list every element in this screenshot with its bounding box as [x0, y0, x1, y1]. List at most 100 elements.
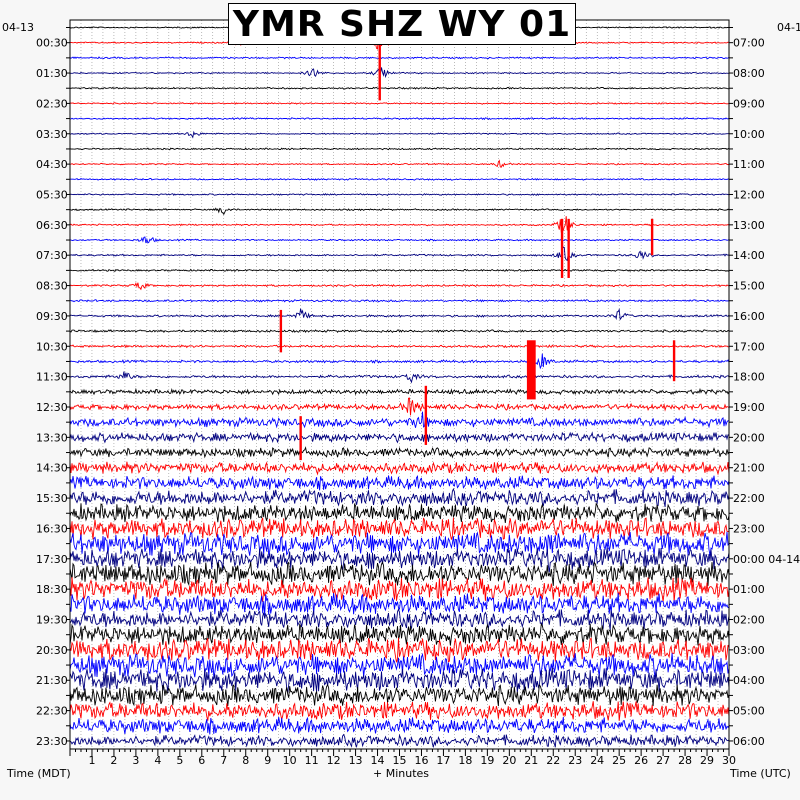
right-axis-label: Time (UTC) [730, 767, 791, 780]
x-tick-label: 28 [678, 754, 692, 767]
x-tick-label: 10 [283, 754, 297, 767]
left-time-label: 04:30 [36, 158, 68, 171]
left-time-label: 10:30 [36, 340, 68, 353]
x-tick-label: 12 [327, 754, 341, 767]
left-time-label: 11:30 [36, 371, 68, 384]
x-tick-label: 25 [612, 754, 626, 767]
right-time-label: 02:00 [733, 614, 765, 627]
chart-title: YMR SHZ WY 01 [228, 3, 576, 45]
x-tick-label: 27 [656, 754, 670, 767]
trace-row-21 [69, 344, 730, 349]
trace-row-17 [69, 281, 730, 291]
trace-row-44 [69, 683, 730, 707]
left-time-label: 00:30 [36, 37, 68, 50]
trace-row-41 [69, 637, 730, 663]
trace-row-40 [69, 622, 730, 646]
trace-row-6 [69, 117, 730, 121]
left-time-label: 13:30 [36, 431, 68, 444]
plot-area [70, 20, 729, 749]
trace-row-33 [69, 517, 730, 540]
trace-row-28 [69, 446, 730, 459]
left-time-label: 03:30 [36, 128, 68, 141]
left-time-label: 15:30 [36, 492, 68, 505]
trace-row-47 [69, 733, 730, 749]
right-time-label: 12:00 [733, 188, 765, 201]
left-axis-label: Time (MDT) [7, 767, 71, 780]
trace-row-16 [69, 268, 730, 273]
x-tick-label: 14 [371, 754, 385, 767]
trace-row-20 [69, 329, 730, 334]
left-time-label: 20:30 [36, 644, 68, 657]
left-time-label: 19:30 [36, 614, 68, 627]
right-time-label: 19:00 [733, 401, 765, 414]
right-time-label: 22:00 [733, 492, 765, 505]
x-tick-label: 3 [132, 754, 139, 767]
left-time-label: 09:30 [36, 310, 68, 323]
left-time-label: 05:30 [36, 188, 68, 201]
right-time-label: 10:00 [733, 128, 765, 141]
right-time-label: 15:00 [733, 280, 765, 293]
x-tick-label: 21 [524, 754, 538, 767]
x-axis-label: + Minutes [373, 767, 430, 780]
right-time-label: 01:00 [733, 583, 765, 596]
trace-row-36 [69, 561, 730, 587]
x-tick-label: 6 [198, 754, 205, 767]
trace-row-4 [69, 86, 730, 90]
trace-row-31 [69, 487, 730, 508]
trace-row-29 [69, 460, 730, 476]
trace-row-23 [69, 371, 730, 384]
trace-row-15 [70, 246, 730, 261]
right-time-label: 07:00 [733, 37, 765, 50]
trace-row-7 [69, 130, 730, 139]
x-tick-label: 7 [220, 754, 227, 767]
trace-row-19 [69, 307, 730, 321]
trace-row-45 [69, 701, 730, 721]
x-tick-label: 30 [722, 754, 736, 767]
right-time-label: 17:00 [733, 340, 765, 353]
trace-row-38 [69, 593, 730, 616]
right-time-label: 20:00 [733, 431, 765, 444]
x-tick-label: 5 [176, 754, 183, 767]
left-time-label: 08:30 [36, 280, 68, 293]
x-tick-label: 29 [700, 754, 714, 767]
x-tick-label: 8 [242, 754, 249, 767]
x-tick-label: 24 [590, 754, 604, 767]
x-tick-label: 9 [264, 754, 271, 767]
trace-row-39 [69, 607, 730, 630]
right-time-label: 06:00 [733, 735, 765, 748]
left-time-label: 18:30 [36, 583, 68, 596]
right-time-label: 23:00 [733, 522, 765, 535]
left-time-label: 22:30 [36, 705, 68, 718]
right-time-label: 08:00 [733, 67, 765, 80]
trace-row-14 [69, 236, 730, 244]
right-time-label: 14:00 [733, 249, 765, 262]
left-time-label: 16:30 [36, 522, 68, 535]
trace-row-30 [69, 475, 730, 491]
trace-row-42 [69, 652, 730, 678]
trace-row-34 [69, 531, 730, 556]
right-time-label: 09:00 [733, 97, 765, 110]
trace-row-27 [69, 431, 730, 444]
right-date-label: 04-1 [777, 21, 800, 34]
left-time-label: 14:30 [36, 462, 68, 475]
right-time-label: 21:00 [733, 462, 765, 475]
x-tick-label: 1 [88, 754, 95, 767]
right-time-label: 13:00 [733, 219, 765, 232]
left-time-label: 12:30 [36, 401, 68, 414]
trace-row-24 [69, 387, 730, 396]
trace-row-3 [69, 67, 730, 79]
trace-row-13 [69, 216, 730, 233]
left-time-label: 23:30 [36, 735, 68, 748]
right-time-label: 04:00 [733, 674, 765, 687]
left-time-label: 07:30 [36, 249, 68, 262]
x-tick-label: 13 [349, 754, 363, 767]
trace-row-8 [69, 147, 730, 151]
trace-row-22 [69, 353, 730, 370]
left-time-label: 01:30 [36, 67, 68, 80]
trace-row-46 [69, 716, 730, 735]
right-time-label: 05:00 [733, 705, 765, 718]
right-time-label: 18:00 [733, 371, 765, 384]
x-tick-label: 11 [305, 754, 319, 767]
trace-row-2 [69, 56, 730, 60]
